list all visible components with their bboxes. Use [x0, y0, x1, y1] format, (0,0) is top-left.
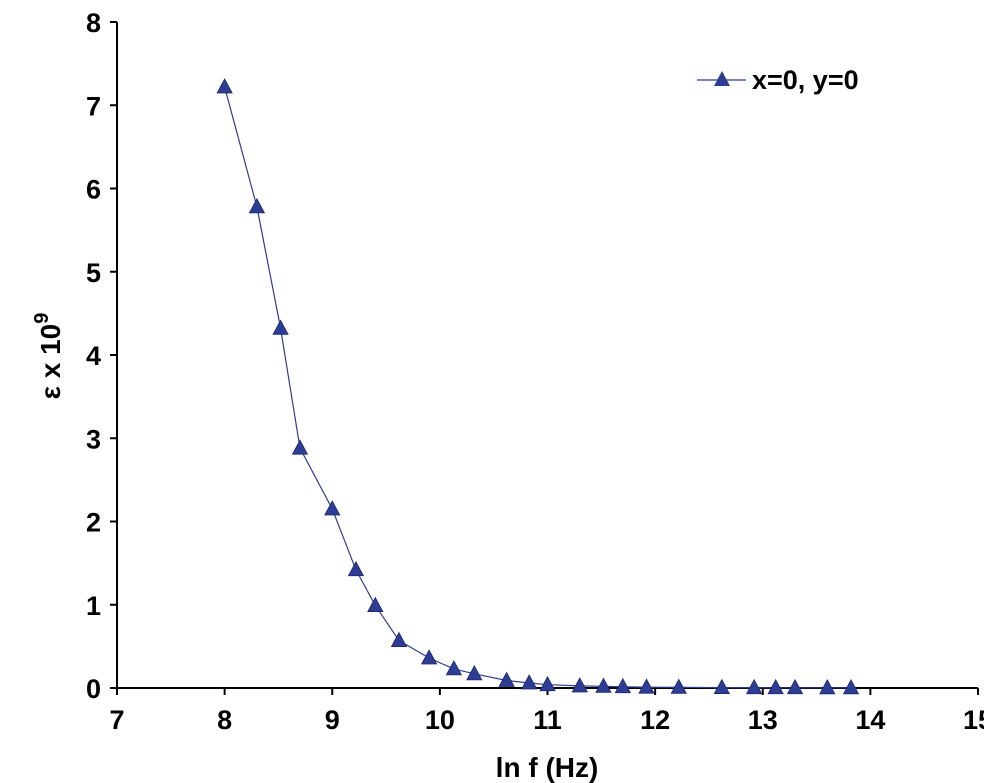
x-ticks: 7 8 9 10 11 12 13 14 15 [109, 688, 984, 735]
legend-label: x=0, y=0 [752, 65, 859, 95]
y-tick-label: 7 [86, 91, 101, 121]
x-tick-label: 12 [640, 705, 670, 735]
y-tick-label: 2 [86, 508, 101, 538]
x-tick-label: 9 [325, 705, 340, 735]
data-point-marker [466, 665, 483, 681]
y-tick-label: 4 [86, 341, 101, 371]
data-point-marker [445, 660, 463, 676]
data-point-marker [842, 678, 860, 695]
data-point-marker [248, 197, 266, 214]
series-layer [216, 78, 860, 695]
data-point-marker [390, 631, 408, 647]
data-point-marker [767, 678, 784, 695]
x-tick-label: 14 [855, 705, 885, 735]
data-point-marker [539, 675, 556, 692]
data-point-marker [595, 677, 612, 693]
legend-triangle-marker [714, 71, 730, 86]
data-point-marker [670, 678, 687, 694]
x-tick-label: 10 [425, 705, 455, 735]
data-point-marker [638, 678, 655, 694]
x-tick-label: 15 [963, 705, 984, 735]
y-axis-label-base: ε x 10 [35, 324, 66, 400]
y-axis-label-exponent: 9 [31, 313, 53, 324]
y-tick-label: 6 [86, 175, 101, 205]
y-tick-label: 8 [86, 8, 101, 38]
data-point-marker [745, 678, 763, 695]
x-tick-label: 7 [109, 705, 124, 735]
y-ticks: 0 1 2 3 4 5 6 7 8 [86, 8, 117, 704]
data-point-marker [420, 649, 438, 665]
data-point-marker [786, 678, 804, 695]
data-point-marker [347, 560, 365, 577]
legend: x=0, y=0 [697, 65, 859, 95]
y-tick-label: 1 [86, 591, 101, 621]
x-axis-label: ln f (Hz) [496, 752, 599, 783]
y-axis-label: ε x 109 [31, 313, 66, 400]
x-tick-label: 8 [217, 705, 232, 735]
y-tick-label: 5 [86, 258, 101, 288]
axes [116, 22, 978, 689]
data-point-marker [521, 674, 538, 690]
data-point-marker [571, 677, 588, 693]
data-point-marker [291, 439, 309, 455]
data-point-marker [819, 678, 836, 695]
data-point-marker [498, 671, 515, 687]
series-line [224, 86, 851, 689]
data-point-marker [713, 678, 731, 694]
data-point-marker [216, 78, 233, 94]
y-tick-label: 3 [86, 424, 101, 454]
data-point-marker [272, 319, 289, 335]
y-tick-label: 0 [86, 674, 101, 704]
data-point-marker [614, 677, 632, 694]
x-tick-label: 13 [748, 705, 778, 735]
data-point-marker [324, 500, 341, 516]
x-tick-label: 11 [533, 705, 562, 735]
data-point-marker [367, 596, 384, 612]
